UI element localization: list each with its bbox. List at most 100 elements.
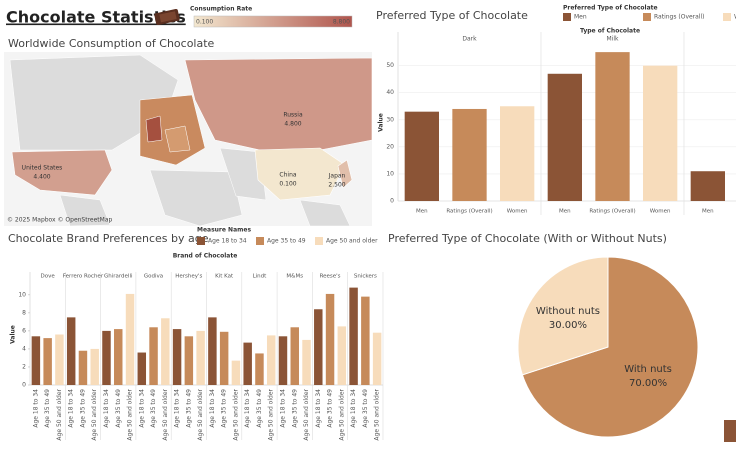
group-label: Snickers <box>354 274 377 280</box>
map-attribution: © 2025 Mapbox © OpenStreetMap <box>7 217 113 224</box>
chocolate-icon <box>154 9 180 25</box>
x-tick-label: Age 35 to 49 <box>79 389 86 428</box>
bar <box>243 342 252 385</box>
legend-swatch <box>643 13 651 21</box>
x-tick-label: Age 18 to 34 <box>350 389 357 428</box>
bar <box>404 111 439 201</box>
legend-label: Women <box>734 14 736 21</box>
bar <box>161 318 170 385</box>
bar <box>547 73 582 201</box>
group-label: Hershey's <box>175 274 202 280</box>
bar <box>302 339 311 385</box>
bar <box>500 106 535 201</box>
y-tick-label: 40 <box>386 89 394 96</box>
x-tick-label: Ratings (Overall) <box>589 209 635 215</box>
bar <box>90 348 99 385</box>
bar <box>290 327 299 385</box>
x-tick-label: Age 50 and older <box>56 388 63 440</box>
x-tick-label: Age 50 and older <box>303 388 310 440</box>
bar <box>219 331 229 385</box>
group-header: Brand of Chocolate <box>173 253 238 260</box>
y-tick-label: 4 <box>22 345 26 352</box>
y-tick-label: 30 <box>386 116 394 123</box>
europe-countries <box>139 94 206 166</box>
slice-value: 70.00% <box>629 378 667 389</box>
country-name: United States <box>22 165 63 172</box>
x-tick-label: Age 18 to 34 <box>68 389 75 428</box>
y-tick-label: 10 <box>386 170 394 177</box>
chart-title: Chocolate Brand Preferences by age <box>8 232 209 245</box>
bar <box>114 329 123 385</box>
group-label: Reese's <box>320 274 341 280</box>
dashboard-title: Chocolate Statistics <box>6 8 186 27</box>
bar <box>66 317 76 385</box>
y-tick-label: 20 <box>386 143 394 150</box>
group-header: Type of Chocolate <box>580 28 640 35</box>
bar <box>208 317 217 385</box>
country-value: 2.500 <box>328 182 345 189</box>
legend-swatch <box>197 237 205 245</box>
bar <box>595 52 630 201</box>
x-tick-label: Age 50 and older <box>91 388 98 440</box>
legend-swatch <box>563 13 571 21</box>
bar <box>137 352 147 385</box>
x-tick-label: Age 18 to 34 <box>315 389 322 428</box>
x-tick-label: Age 35 to 49 <box>256 389 263 428</box>
legend-label: Men <box>574 14 587 21</box>
x-tick-label: Age 35 to 49 <box>362 389 369 428</box>
y-tick-label: 6 <box>22 327 26 334</box>
x-tick-label: Age 50 and older <box>338 388 345 440</box>
legend-title: Measure Names <box>197 227 251 234</box>
pie-slice <box>517 256 609 376</box>
x-tick-label: Men <box>702 209 714 215</box>
bar <box>266 335 276 385</box>
bar <box>255 353 264 385</box>
x-tick-label: Age 18 to 34 <box>209 389 216 428</box>
chart-title: Preferred Type of Chocolate <box>376 9 528 22</box>
y-tick-label: 50 <box>386 62 394 69</box>
map-land <box>9 54 351 227</box>
bar <box>149 327 158 385</box>
color-legend <box>193 15 353 28</box>
x-tick-label: Age 18 to 34 <box>174 389 181 428</box>
x-tick-label: Men <box>416 209 428 215</box>
y-tick-label: 2 <box>22 363 26 370</box>
legend-label: Age 50 and older <box>326 238 378 245</box>
bar <box>43 338 52 385</box>
group-label: Dove <box>41 274 56 280</box>
group-label: Kit Kat <box>215 274 234 280</box>
x-tick-label: Age 35 to 49 <box>291 389 298 428</box>
x-tick-label: Age 35 to 49 <box>185 389 192 428</box>
country-name: China <box>279 172 296 179</box>
group-label: Dark <box>462 36 477 43</box>
x-tick-label: Age 35 to 49 <box>44 389 51 428</box>
x-tick-label: Age 50 and older <box>268 388 275 440</box>
x-tick-label: Women <box>650 209 671 215</box>
bar <box>172 329 182 385</box>
x-tick-label: Age 50 and older <box>162 388 169 440</box>
bar <box>78 350 88 385</box>
y-tick-label: 0 <box>390 198 394 205</box>
country-value: 0.100 <box>279 181 296 188</box>
group-label: Ferrero Rocher <box>63 274 104 280</box>
bar <box>55 334 64 385</box>
group-label: Godiva <box>144 274 163 280</box>
legend-range-label: 8.800 <box>333 19 350 26</box>
y-tick-label: 0 <box>22 382 26 389</box>
legend-range-label: 0.100 <box>196 19 213 26</box>
country <box>184 57 373 151</box>
legend-label: Age 35 to 49 <box>267 238 306 245</box>
country-name: Russia <box>283 112 303 119</box>
bar <box>372 332 382 385</box>
pie-slice <box>521 256 699 438</box>
legend-title: Consumption Rate <box>190 6 252 13</box>
bar <box>325 293 335 385</box>
country-value: 4.400 <box>33 174 50 181</box>
legend-swatch <box>256 237 264 245</box>
bar <box>102 330 111 385</box>
bar <box>452 108 487 201</box>
legend-swatch <box>723 13 731 21</box>
chart-title: Worldwide Consumption of Chocolate <box>8 37 215 50</box>
x-tick-label: Age 35 to 49 <box>150 389 157 428</box>
bar <box>643 65 678 201</box>
